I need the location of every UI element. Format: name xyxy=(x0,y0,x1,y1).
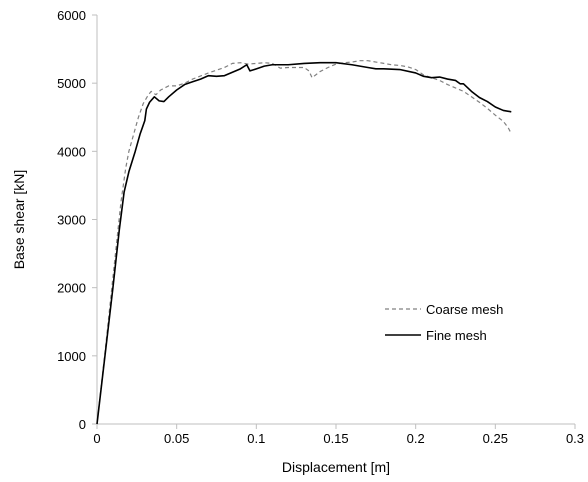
series-layer xyxy=(96,60,512,425)
y-tick-label: 6000 xyxy=(57,8,86,23)
x-tick-label: 0.2 xyxy=(407,431,425,446)
x-tick-label: 0.3 xyxy=(566,431,584,446)
x-tick-label: 0.25 xyxy=(483,431,508,446)
legend: Coarse mesh Fine mesh xyxy=(385,302,503,343)
y-tick-label: 4000 xyxy=(57,144,86,159)
y-tick-label: 1000 xyxy=(57,349,86,364)
series-coarse-mesh-line xyxy=(96,60,512,425)
x-tick-labels: 0 0.05 0.1 0.15 0.2 0.25 0.3 xyxy=(93,424,584,446)
x-tick-label: 0 xyxy=(93,431,100,446)
y-axis-title: Base shear [kN] xyxy=(11,170,27,270)
y-tick-label: 0 xyxy=(79,417,86,432)
x-tick-label: 0.15 xyxy=(323,431,348,446)
series-fine-mesh-line xyxy=(96,61,512,425)
x-axis-title: Displacement [m] xyxy=(282,459,390,475)
axes xyxy=(96,15,575,425)
y-tick-labels: 0 1000 2000 3000 4000 5000 6000 xyxy=(57,8,97,432)
x-tick-label: 0.05 xyxy=(164,431,189,446)
y-tick-label: 2000 xyxy=(57,281,86,296)
y-tick-label: 3000 xyxy=(57,213,86,228)
legend-label: Coarse mesh xyxy=(426,302,503,317)
x-tick-label: 0.1 xyxy=(247,431,265,446)
legend-label: Fine mesh xyxy=(426,328,487,343)
y-tick-label: 5000 xyxy=(57,76,86,91)
